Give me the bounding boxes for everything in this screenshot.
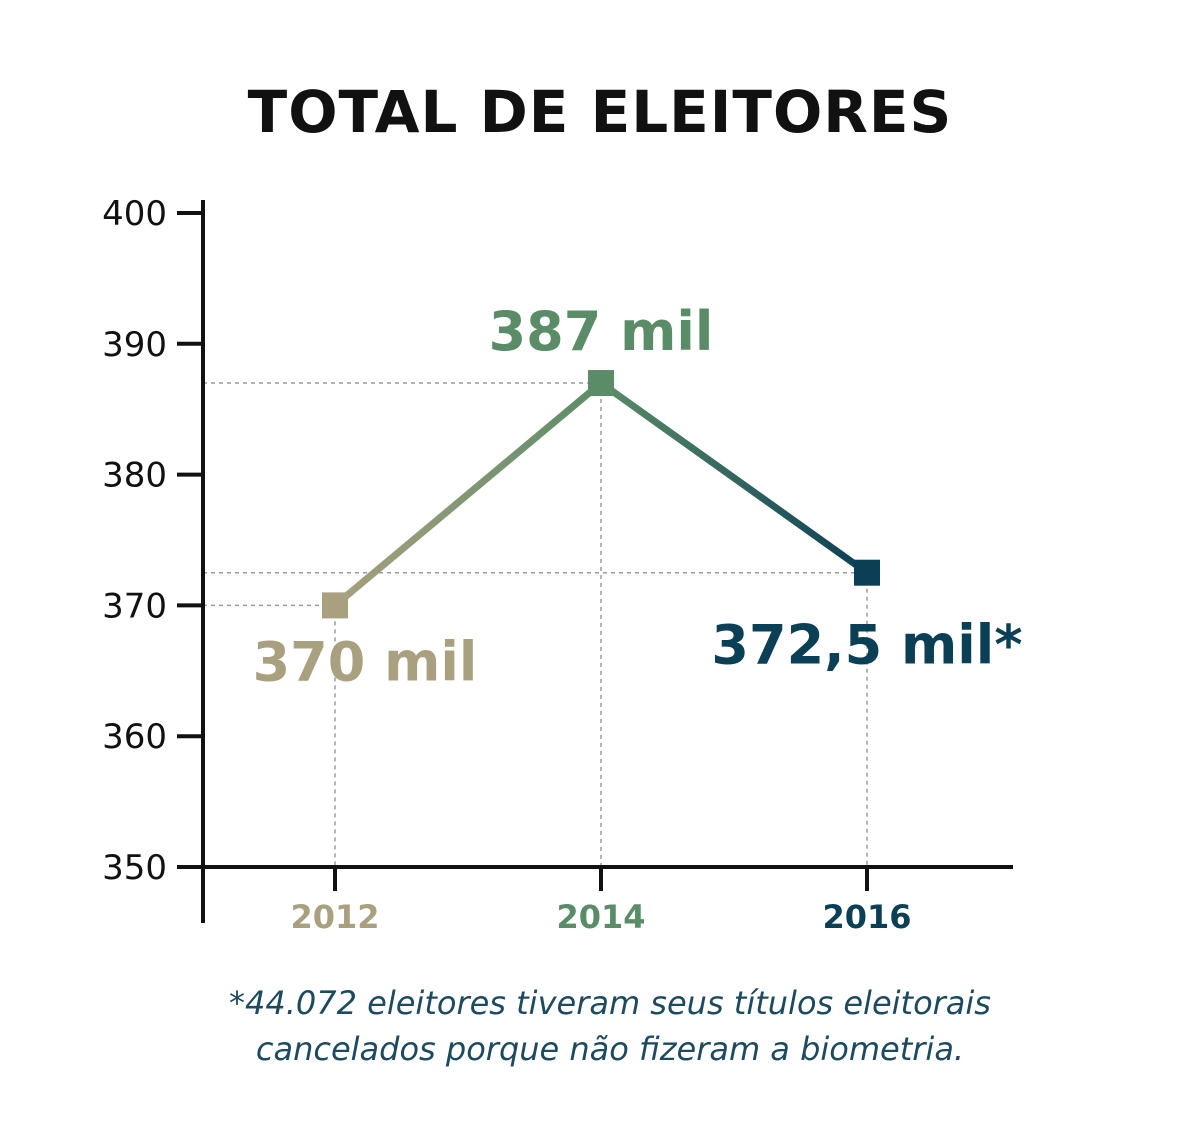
axes bbox=[177, 200, 1013, 923]
x-tick-label: 2012 bbox=[290, 898, 379, 936]
x-ticks: 2012 2014 2016 bbox=[290, 867, 912, 936]
y-tick-label: 400 bbox=[102, 194, 167, 234]
y-ticks: 400 390 380 370 360 350 bbox=[102, 194, 203, 888]
data-points bbox=[322, 370, 880, 619]
y-tick-label: 350 bbox=[102, 848, 167, 888]
x-tick-label: 2016 bbox=[822, 898, 911, 936]
data-point-marker bbox=[322, 592, 348, 619]
y-tick-label: 380 bbox=[102, 456, 167, 496]
data-labels: 370 mil 387 mil 372,5 mil* bbox=[253, 300, 1023, 693]
footnote-line-2: cancelados porque não fizeram a biometri… bbox=[255, 1030, 965, 1068]
data-label: 370 mil bbox=[253, 630, 478, 693]
chart-title: TOTAL DE ELEITORES bbox=[247, 78, 953, 146]
y-tick-label: 370 bbox=[102, 586, 167, 626]
guide-lines bbox=[203, 382, 868, 867]
footnote-line-1: *44.072 eleitores tiveram seus títulos e… bbox=[229, 984, 991, 1022]
y-tick-label: 360 bbox=[102, 717, 167, 757]
x-tick-label: 2014 bbox=[556, 898, 645, 936]
y-tick-label: 390 bbox=[102, 325, 167, 365]
data-label: 372,5 mil* bbox=[711, 614, 1022, 677]
footnote: *44.072 eleitores tiveram seus títulos e… bbox=[0, 980, 1200, 1072]
data-label: 387 mil bbox=[489, 300, 714, 363]
data-point-marker bbox=[854, 559, 880, 586]
data-point-marker bbox=[588, 370, 614, 397]
